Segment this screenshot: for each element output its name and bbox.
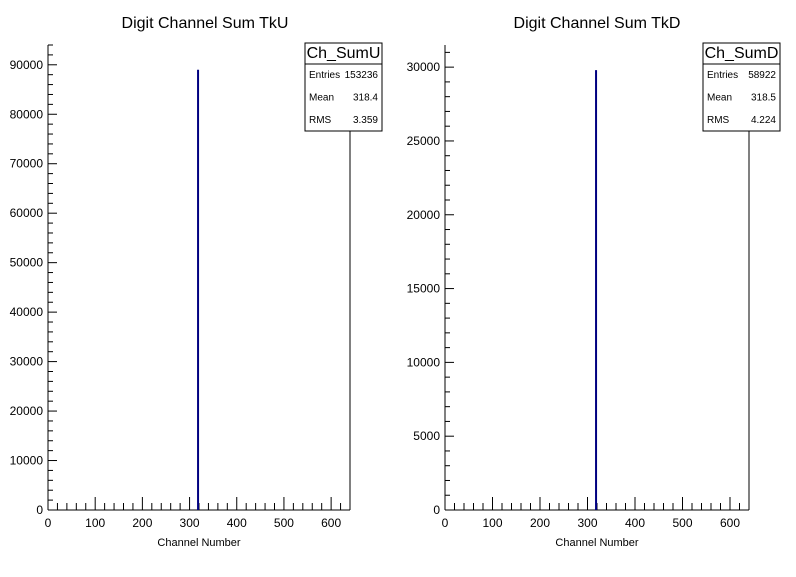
x-tick-label: 400 <box>227 516 247 530</box>
stats-row-label: Mean <box>707 93 732 104</box>
y-tick-label: 40000 <box>10 305 44 319</box>
chart-title: Digit Channel Sum TkD <box>514 15 681 32</box>
x-tick-label: 400 <box>625 516 645 530</box>
x-tick-label: 500 <box>672 516 692 530</box>
stats-name: Ch_SumU <box>307 45 381 62</box>
stats-row-value: 318.5 <box>751 93 776 104</box>
y-tick-label: 70000 <box>10 157 44 171</box>
stats-box <box>304 42 383 132</box>
x-tick-label: 600 <box>321 516 341 530</box>
x-tick-label: 500 <box>274 516 294 530</box>
y-tick-label: 10000 <box>10 454 44 468</box>
stats-row-value: 3.359 <box>353 115 378 126</box>
x-tick-label: 600 <box>720 516 740 530</box>
stats-name: Ch_SumD <box>705 45 779 62</box>
x-tick-label: 200 <box>132 516 152 530</box>
x-tick-label: 100 <box>482 516 502 530</box>
x-tick-label: 200 <box>530 516 550 530</box>
x-tick-label: 0 <box>45 516 52 530</box>
x-axis-label: Channel Number <box>157 537 240 549</box>
x-axis-label: Channel Number <box>555 537 638 549</box>
y-tick-label: 30000 <box>407 60 441 74</box>
stats-box <box>702 42 781 132</box>
chart-panel-2: Digit Channel Sum TkD 0 100 200 300 400 500 600… <box>407 15 781 549</box>
y-tick-label: 0 <box>36 503 43 517</box>
y-tick-label: 0 <box>433 503 440 517</box>
y-tick-label: 60000 <box>10 206 44 220</box>
y-tick-label: 20000 <box>407 208 441 222</box>
stats-row-label: Entries <box>707 70 738 81</box>
stats-row-label: RMS <box>707 115 730 126</box>
y-tick-label: 90000 <box>10 58 44 72</box>
stats-row-value: 58922 <box>748 70 776 81</box>
stats-row-label: RMS <box>309 115 332 126</box>
chart-panel-1: Digit Channel Sum TkU 0 100 200 300 400 500 600… <box>10 15 383 549</box>
y-tick-label: 80000 <box>10 107 44 121</box>
chart-title: Digit Channel Sum TkU <box>122 15 289 32</box>
x-tick-label: 100 <box>85 516 105 530</box>
stats-row-value: 4.224 <box>751 115 776 126</box>
stats-row-label: Entries <box>309 70 340 81</box>
y-tick-label: 5000 <box>413 429 440 443</box>
y-tick-label: 30000 <box>10 355 44 369</box>
y-tick-label: 50000 <box>10 256 44 270</box>
y-tick-label: 20000 <box>10 404 44 418</box>
y-tick-label: 15000 <box>407 282 441 296</box>
x-tick-label: 300 <box>180 516 200 530</box>
x-tick-label: 300 <box>577 516 597 530</box>
y-tick-label: 25000 <box>407 134 441 148</box>
x-tick-label: 0 <box>442 516 449 530</box>
stats-row-value: 318.4 <box>353 93 378 104</box>
y-tick-label: 10000 <box>407 355 441 369</box>
stats-row-value: 153236 <box>345 70 379 81</box>
stats-row-label: Mean <box>309 93 334 104</box>
